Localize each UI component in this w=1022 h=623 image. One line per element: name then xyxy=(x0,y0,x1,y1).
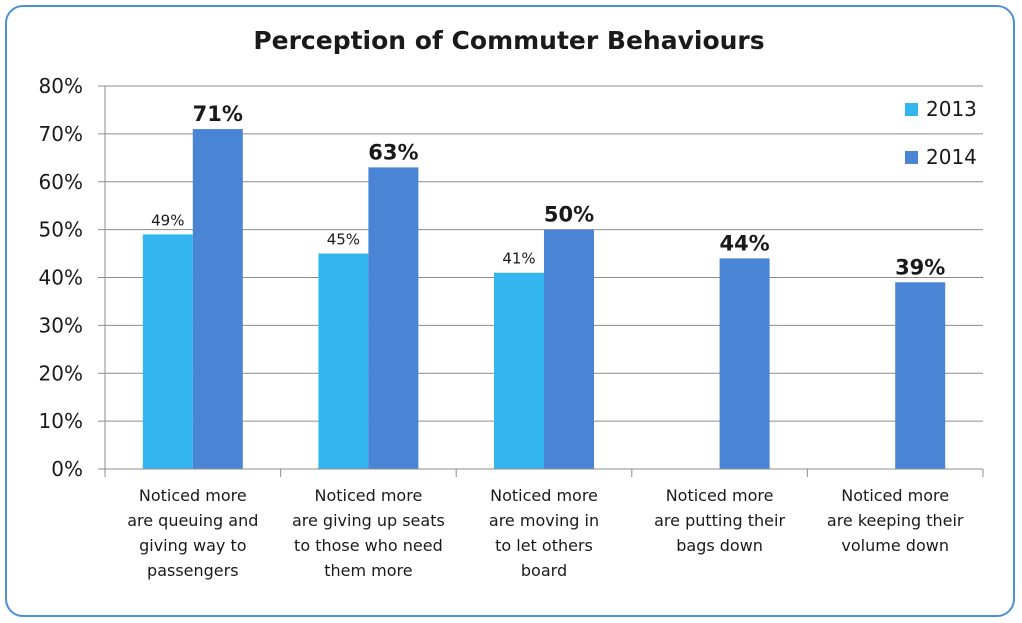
data-label-2014-4: 44% xyxy=(719,231,769,255)
bar-2014-2 xyxy=(368,167,419,469)
data-label-2014-3: 50% xyxy=(544,203,594,227)
chart-title: Perception of Commuter Behaviours xyxy=(253,26,764,55)
data-label-2013-2: 45% xyxy=(327,231,360,249)
bar-2014-4 xyxy=(719,258,770,469)
y-tick-label: 0% xyxy=(51,457,83,481)
category-label-2: Noticed more are giving up seats to those … xyxy=(292,486,445,580)
bar-2013-2 xyxy=(318,253,369,469)
data-label-2013-3: 41% xyxy=(502,250,535,268)
legend-swatch-2014 xyxy=(905,151,918,164)
category-label-1: Noticed more are queuing and giving way to… xyxy=(127,486,258,580)
y-tick-label: 10% xyxy=(39,409,83,433)
y-tick-label: 20% xyxy=(39,361,83,385)
x-axis: Noticed more are queuing and giving way to… xyxy=(104,468,984,580)
bar-2013-1 xyxy=(142,234,193,469)
legend-label-2013: 2013 xyxy=(926,97,977,121)
bar-2013-3 xyxy=(494,272,544,469)
y-tick-label: 60% xyxy=(39,170,83,194)
y-tick-label: 50% xyxy=(39,218,83,242)
data-label-2014-5: 39% xyxy=(895,255,945,279)
bar-2014-5 xyxy=(895,282,946,469)
category-label-4: Noticed more are putting their bags down xyxy=(654,486,785,555)
bar-2014-1 xyxy=(192,129,243,469)
legend-swatch-2013 xyxy=(905,103,918,116)
legend-label-2014: 2014 xyxy=(926,145,977,169)
y-axis: 0% 10% 20% 30% 40% 50% 60% 70% 80% xyxy=(39,74,106,481)
y-tick-label: 70% xyxy=(39,122,83,146)
y-tick-label: 30% xyxy=(39,313,83,337)
data-label-2014-1: 71% xyxy=(193,102,243,126)
data-label-2014-2: 63% xyxy=(368,140,418,164)
bar-2014-3 xyxy=(544,229,594,469)
data-label-2013-1: 49% xyxy=(151,211,184,229)
y-tick-label: 80% xyxy=(39,74,83,98)
bars: 49% 71% 45% 63% 41% 50% 44% 39% xyxy=(142,102,946,469)
category-label-3: Noticed more are moving in to let others bo… xyxy=(489,486,599,580)
y-tick-label: 40% xyxy=(39,266,83,290)
category-label-5: Noticed more are keeping their volume down xyxy=(827,486,964,555)
legend: 2013 2014 xyxy=(905,97,977,169)
